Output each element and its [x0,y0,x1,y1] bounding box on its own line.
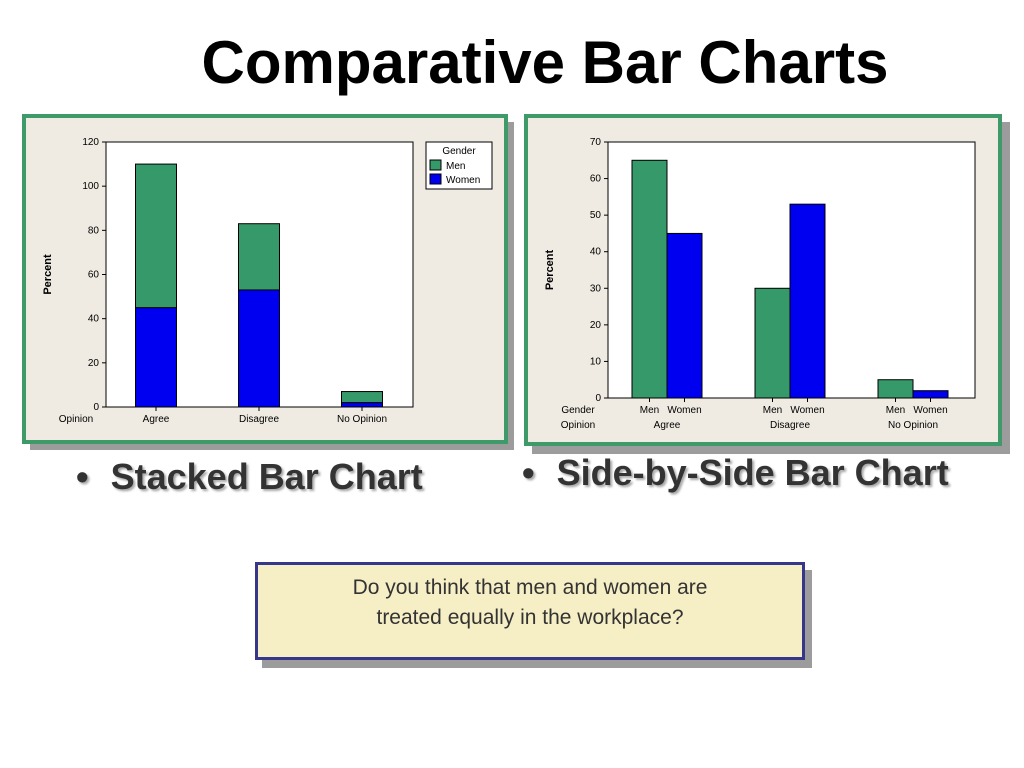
bar-women-disagree [238,289,280,408]
bar-men-no-opinion [877,379,914,399]
group-axis-label: Gender [561,405,595,416]
x-tick-label-women: Women [790,405,824,416]
x-tick-label-women: Women [667,405,701,416]
y-axis-label: Percent [544,249,556,290]
bar-women-no-opinion [341,402,383,408]
bullet-dot: • [76,456,89,497]
x-axis-label: Opinion [561,420,595,431]
question-line-2: treated equally in the workplace? [376,606,684,629]
bar-women-no-opinion [912,390,949,399]
legend-label-women: Women [446,175,480,186]
y-tick-label: 70 [590,137,602,148]
x-tick-label-men: Men [640,405,659,416]
x-tick-label: Disagree [239,414,279,425]
legend-title: Gender [442,146,476,157]
slide-title: Comparative Bar Charts [201,29,889,96]
y-tick-label: 40 [590,247,602,258]
bar-men-agree [135,163,177,309]
y-tick-label: 50 [590,210,602,221]
bar-men-disagree [238,223,280,291]
bar-men-agree [631,159,668,399]
bar-men-disagree [754,287,791,399]
y-tick-label: 30 [590,283,602,294]
y-tick-label: 60 [88,270,100,281]
y-tick-label: 40 [88,314,100,325]
legend-label-men: Men [446,161,465,172]
y-tick-label: 0 [93,402,99,413]
y-tick-label: 10 [590,356,602,367]
x-group-label: Disagree [770,420,810,431]
question-line-1: Do you think that men and women are [352,576,708,599]
question-box: Do you think that men and women are trea… [255,562,805,660]
side-caption: • Side-by-Side Bar Chart [522,452,949,494]
stacked-caption-text: Stacked Bar Chart [110,456,423,497]
stacked-bar-chart: 0 20 40 60 80 100 120 Percent Agree Disagree No Op… [42,137,493,425]
y-axis-label: Percent [42,254,54,295]
bar-women-agree [666,232,703,399]
bar-men-no-opinion [341,391,383,404]
x-tick-label-men: Men [763,405,782,416]
x-tick-label-women: Women [913,405,947,416]
x-axis-label: Opinion [59,414,93,425]
y-tick-label: 100 [82,181,99,192]
y-tick-label: 20 [88,358,100,369]
bar-women-agree [135,307,177,408]
legend-swatch-women [429,173,442,185]
y-tick-label: 60 [590,174,602,185]
side-chart-panel: 0 10 20 30 40 50 60 70 Percent Men Women Agree Men Wo… [524,114,1002,446]
bar-women-disagree [789,203,826,399]
y-tick-label: 80 [88,225,100,236]
bullet-dot: • [522,452,535,493]
y-tick-label: 0 [595,393,601,404]
side-caption-text: Side-by-Side Bar Chart [556,452,949,493]
stacked-chart-panel: 0 20 40 60 80 100 120 Percent Agree Disagree No Op… [22,114,508,444]
legend-swatch-men [429,159,442,171]
x-group-label: No Opinion [888,420,938,431]
side-by-side-bar-chart: 0 10 20 30 40 50 60 70 Percent Men Women Agree Men Wo… [544,137,976,431]
y-tick-label: 120 [82,137,99,148]
stacked-caption: • Stacked Bar Chart [76,456,423,498]
y-tick-label: 20 [590,320,602,331]
x-group-label: Agree [654,420,681,431]
x-tick-label: No Opinion [337,414,387,425]
x-tick-label-men: Men [886,405,905,416]
x-tick-label: Agree [143,414,170,425]
